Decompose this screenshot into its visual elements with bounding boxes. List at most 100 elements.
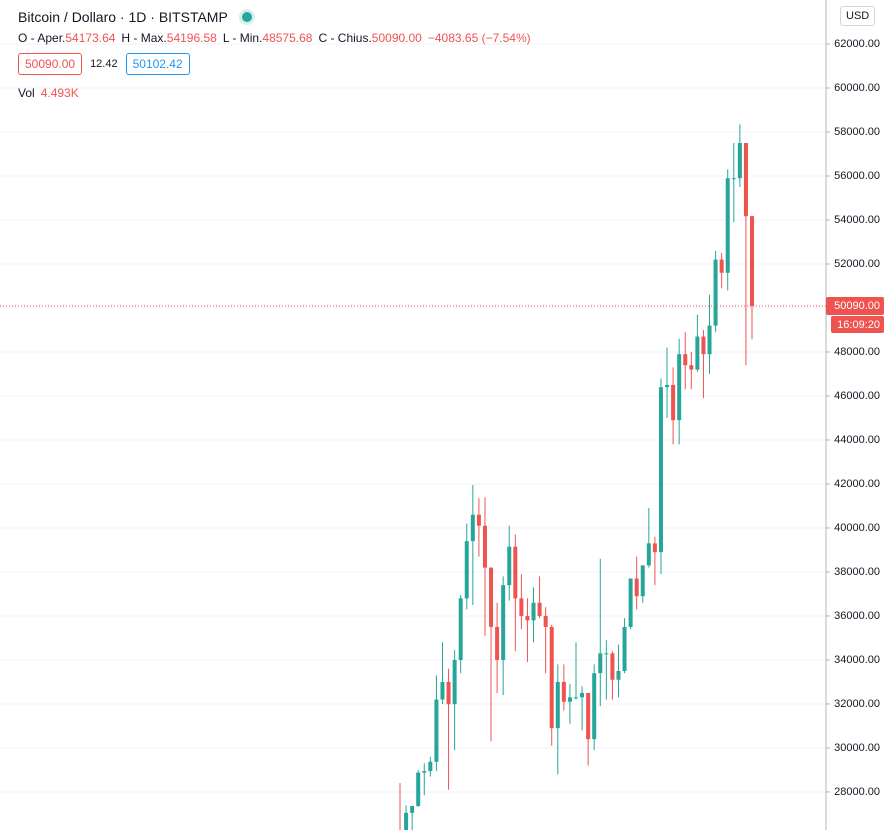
candle-body bbox=[531, 602, 536, 621]
y-tick-label: 58000.00 bbox=[834, 126, 880, 138]
candle-body bbox=[707, 325, 712, 355]
candle-body bbox=[731, 178, 736, 180]
currency-button[interactable]: USD bbox=[840, 6, 876, 26]
candle-body bbox=[737, 142, 742, 179]
y-tick-label: 40000.00 bbox=[834, 522, 880, 534]
ask[interactable]: 50102.42 bbox=[125, 53, 190, 75]
last-price-box bbox=[826, 296, 884, 315]
candle-body bbox=[586, 692, 591, 740]
candle-body bbox=[622, 626, 627, 671]
candle-body bbox=[513, 546, 518, 599]
candle-body bbox=[525, 615, 530, 621]
y-tick-label: 46000.00 bbox=[834, 390, 880, 402]
candle-body bbox=[677, 354, 682, 421]
y-tick-label: 42000.00 bbox=[834, 478, 880, 490]
candle-body bbox=[476, 514, 481, 526]
candle-body bbox=[567, 697, 572, 702]
y-tick-label: 36000.00 bbox=[834, 610, 880, 622]
candle-body bbox=[574, 697, 578, 699]
y-tick-label: 48000.00 bbox=[834, 346, 880, 358]
candle-body bbox=[507, 546, 512, 586]
candle-body bbox=[422, 771, 427, 773]
bid[interactable]: 50090.00 bbox=[18, 53, 83, 75]
candle-body bbox=[458, 598, 463, 660]
candle-body bbox=[683, 354, 688, 366]
spread: 12.42 bbox=[90, 58, 118, 70]
countdown-box bbox=[831, 315, 884, 333]
candle-body bbox=[537, 602, 542, 616]
y-tick-label: 56000.00 bbox=[834, 170, 880, 182]
y-tick-label: 44000.00 bbox=[834, 434, 880, 446]
volume-row: Vol 4.493K bbox=[18, 86, 79, 100]
y-tick-label: 38000.00 bbox=[834, 566, 880, 578]
y-tick-label: 52000.00 bbox=[834, 258, 880, 270]
change: −4083.65 (−7.54%) bbox=[427, 31, 531, 45]
candle-body bbox=[750, 216, 754, 306]
candle-body bbox=[555, 681, 560, 729]
candle-body bbox=[452, 659, 457, 705]
ohlc-label: L - Min. bbox=[222, 31, 263, 45]
status-dot bbox=[241, 12, 252, 22]
title-row: Bitcoin / Dollaro · 1D · BITSTAMP bbox=[18, 9, 252, 25]
candle-body bbox=[428, 761, 433, 772]
candle-body bbox=[604, 653, 609, 655]
candle-body bbox=[743, 142, 748, 217]
candle-body bbox=[470, 514, 475, 542]
y-tick-label: 54000.00 bbox=[834, 214, 880, 226]
candle-body bbox=[404, 812, 409, 830]
candle-body bbox=[519, 598, 524, 616]
y-tick-label: 60000.00 bbox=[834, 82, 880, 94]
candle-body bbox=[628, 578, 633, 627]
quote-row: 50090.00 12.42 50102.42 bbox=[18, 53, 190, 75]
candle-body bbox=[561, 681, 566, 702]
candle-body bbox=[434, 699, 439, 762]
ohlc-label: H - Max. bbox=[121, 31, 167, 45]
candle-body bbox=[701, 336, 706, 355]
y-tick-label: 62000.00 bbox=[834, 38, 880, 50]
candle-body bbox=[410, 806, 415, 813]
ohlc-value: 54173.64 bbox=[65, 31, 116, 45]
candle-body bbox=[671, 384, 676, 421]
volume-label: Vol bbox=[18, 86, 35, 100]
candle-body bbox=[646, 543, 651, 566]
candle-body bbox=[719, 259, 724, 273]
candle-body bbox=[652, 543, 657, 553]
ohlc-label: C - Chius. bbox=[318, 31, 372, 45]
candle-body bbox=[549, 626, 554, 729]
candle-body bbox=[665, 384, 670, 388]
candle-body bbox=[464, 541, 469, 599]
ohlc-value: 54196.58 bbox=[166, 31, 217, 45]
candle-body bbox=[489, 567, 494, 627]
candle-body bbox=[501, 585, 506, 660]
candle-body bbox=[640, 565, 645, 597]
ohlc-row: O - Aper. 54173.64 H - Max. 54196.58 L - Min… bbox=[18, 31, 531, 45]
y-tick-label: 28000.00 bbox=[834, 786, 880, 798]
y-tick-label: 32000.00 bbox=[834, 698, 880, 710]
candle-body bbox=[416, 772, 421, 807]
candle-body bbox=[592, 673, 597, 740]
chart-title: Bitcoin / Dollaro · 1D · BITSTAMP bbox=[18, 9, 228, 25]
candle-body bbox=[689, 365, 694, 370]
ohlc-value: 48575.68 bbox=[262, 31, 313, 45]
y-tick-label: 34000.00 bbox=[834, 654, 880, 666]
candle-body bbox=[610, 653, 615, 680]
candle-body bbox=[598, 653, 603, 674]
volume-value: 4.493K bbox=[40, 86, 79, 100]
candle-body bbox=[440, 681, 445, 700]
candle-body bbox=[543, 615, 548, 627]
y-tick-label: 30000.00 bbox=[834, 742, 880, 754]
candle-body bbox=[446, 681, 451, 705]
candle-body bbox=[482, 525, 487, 568]
candle-body bbox=[658, 387, 663, 553]
candle-body bbox=[695, 336, 700, 370]
countdown: 16:09:20 bbox=[837, 319, 880, 331]
candle-body bbox=[495, 626, 500, 660]
candle-body bbox=[580, 692, 585, 698]
candle-body bbox=[725, 178, 730, 273]
candle-body bbox=[616, 670, 621, 680]
candle-body bbox=[713, 259, 718, 326]
candle-body bbox=[634, 578, 639, 597]
ohlc-label: O - Aper. bbox=[18, 31, 66, 45]
